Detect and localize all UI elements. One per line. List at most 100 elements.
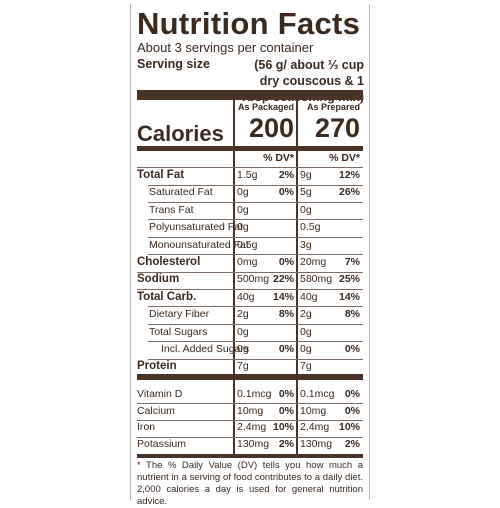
nutrient-label: Dietary Fiber <box>149 308 210 321</box>
daily-value: 10% <box>338 421 360 434</box>
amount: 0.5g <box>300 221 321 234</box>
row-rule <box>148 185 363 186</box>
row-rule <box>148 306 363 307</box>
amount: 0g <box>300 325 312 338</box>
row-rule <box>148 219 363 220</box>
daily-value: 0% <box>278 388 294 400</box>
row-rule <box>137 437 363 438</box>
daily-value: 26% <box>338 186 360 199</box>
daily-value: 2% <box>278 169 294 181</box>
nutrient-label: Potassium <box>137 438 187 451</box>
thick-rule <box>137 374 363 380</box>
nutrient-label: Trans Fat <box>149 203 194 216</box>
daily-value: 12% <box>338 169 360 181</box>
amount: 2.4mg <box>300 421 330 434</box>
thick-rule <box>137 454 363 458</box>
amount: 10mg <box>237 404 264 417</box>
nutrient-label: Total Fat <box>137 169 185 181</box>
row-rule <box>137 403 363 404</box>
row-rule <box>148 324 363 325</box>
nutrient-label: Vitamin D <box>137 388 183 400</box>
daily-value: 8% <box>278 308 294 321</box>
daily-value: 10% <box>272 421 294 434</box>
amount: 500mg <box>237 273 270 286</box>
row-rule <box>137 272 363 273</box>
amount: 0g <box>237 343 249 355</box>
nutrient-label: Protein <box>137 360 177 373</box>
daily-value: 7% <box>344 256 360 268</box>
daily-value: 0% <box>278 343 294 355</box>
nutrient-label: Calcium <box>137 404 175 417</box>
nutrient-label: Saturated Fat <box>149 186 213 199</box>
thick-rule <box>137 146 363 151</box>
daily-value: 14% <box>338 290 360 303</box>
row-rule <box>148 202 363 203</box>
amount: 130mg <box>237 438 270 451</box>
amount: 0g <box>300 203 312 216</box>
amount: 0.5g <box>237 238 258 251</box>
nutrient-label: Polyunsaturated Fat <box>149 221 243 234</box>
amount: 2g <box>300 308 312 321</box>
row-rule <box>137 167 363 168</box>
nutrient-label: Total Sugars <box>149 325 208 338</box>
daily-value: 25% <box>338 273 360 286</box>
amount: 2.4mg <box>237 421 267 434</box>
amount: 20mg <box>300 256 327 268</box>
amount: 10mg <box>300 404 327 417</box>
amount: 2g <box>237 308 249 321</box>
daily-value: 0% <box>278 404 294 417</box>
row-rule <box>137 420 363 421</box>
amount: 5g <box>300 186 312 199</box>
daily-value: 2% <box>344 438 360 451</box>
amount: 0mg <box>237 256 258 268</box>
daily-value: 0% <box>344 343 360 355</box>
amount: 0g <box>237 203 249 216</box>
nutrient-label: Iron <box>137 421 156 434</box>
daily-value: 22% <box>272 273 294 286</box>
amount: 580mg <box>300 273 333 286</box>
daily-value: 2% <box>278 438 294 451</box>
footnote: * The % Daily Value (DV) tells you how m… <box>137 460 363 507</box>
amount: 0g <box>237 221 249 234</box>
nutrient-label: Cholesterol <box>137 256 201 268</box>
serving-size-label: Serving size <box>137 57 210 71</box>
row-rule <box>148 341 363 342</box>
amount: 7g <box>237 360 249 373</box>
daily-value: 0% <box>344 404 360 417</box>
amount: 0g <box>237 325 249 338</box>
amount: 0.1mcg <box>237 388 272 400</box>
row-rule <box>148 237 363 238</box>
nutrient-label: Sodium <box>137 273 180 286</box>
nutrient-label: Incl. Added Sugars <box>161 343 250 355</box>
daily-value: 8% <box>344 308 360 321</box>
amount: 1.5g <box>237 169 258 181</box>
amount: 0.1mcg <box>300 388 335 400</box>
amount: 130mg <box>300 438 333 451</box>
amount: 0g <box>300 343 312 355</box>
column-header: As Packaged <box>237 102 294 112</box>
calories-value: 200 <box>248 113 294 143</box>
row-rule <box>137 289 363 290</box>
calories-value: 270 <box>314 113 360 143</box>
daily-value: 0% <box>278 186 294 199</box>
dv-header: % DV* <box>329 152 360 164</box>
amount: 9g <box>300 169 312 181</box>
nutrient-label: Monounsaturated Fat <box>149 238 249 251</box>
nutrient-label: Total Carb. <box>137 290 197 303</box>
amount: 3g <box>300 238 312 251</box>
daily-value: 14% <box>272 290 294 303</box>
thick-rule <box>137 90 363 100</box>
column-divider <box>233 100 235 454</box>
servings: About 3 servings per container <box>137 40 314 55</box>
column-divider <box>296 100 298 454</box>
row-rule <box>148 359 363 360</box>
label-frame <box>130 4 370 500</box>
row-rule <box>148 254 363 255</box>
daily-value: 0% <box>278 256 294 268</box>
amount: 40g <box>237 290 255 303</box>
column-header: As Prepared <box>306 102 360 112</box>
dv-header: % DV* <box>263 152 294 164</box>
amount: 0g <box>237 186 249 199</box>
amount: 7g <box>300 360 312 373</box>
